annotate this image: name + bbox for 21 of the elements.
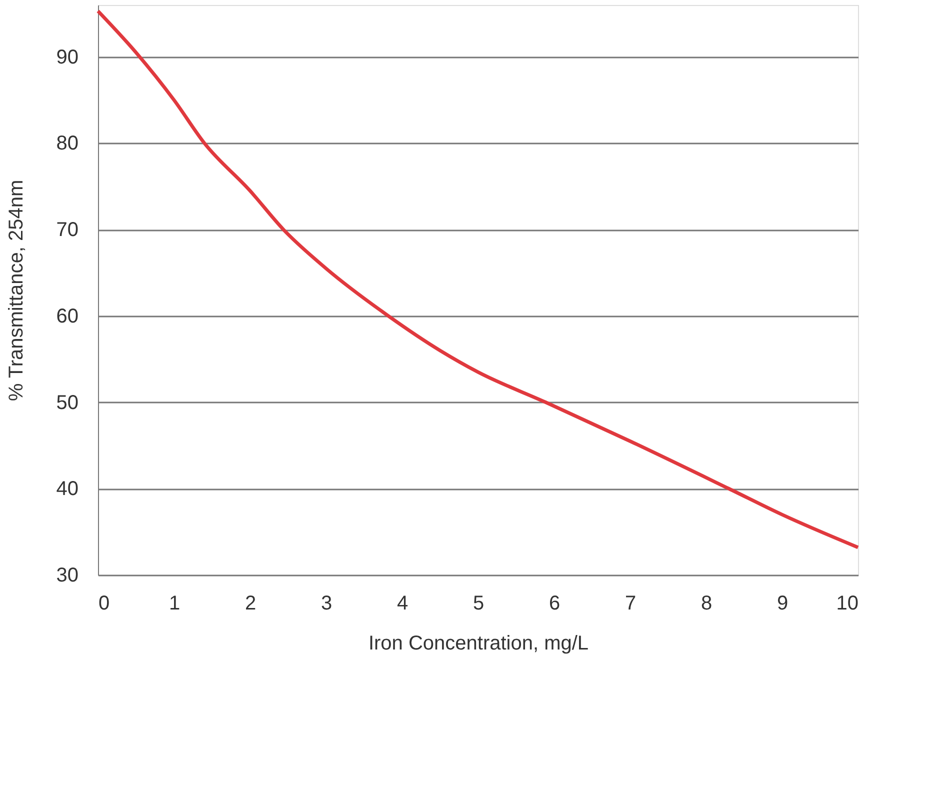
y-tick-label: 40 bbox=[56, 478, 78, 500]
x-tick-label: 3 bbox=[320, 592, 332, 614]
y-tick-label: 30 bbox=[56, 564, 78, 586]
x-tick-label: 9 bbox=[776, 592, 788, 614]
x-tick-label: 0 bbox=[98, 592, 110, 614]
x-axis-title: Iron Concentration, mg/L bbox=[368, 632, 589, 654]
x-tick-label: 6 bbox=[548, 592, 560, 614]
line-series bbox=[96, 9, 860, 550]
x-tick-label: 4 bbox=[396, 592, 408, 614]
y-tick-label: 80 bbox=[56, 132, 78, 155]
x-tick-label: 5 bbox=[472, 592, 484, 614]
x-tick-label: 8 bbox=[700, 592, 712, 614]
y-tick-label: 90 bbox=[56, 46, 78, 68]
y-tick-label: 60 bbox=[56, 305, 78, 328]
x-tick-label: 1 bbox=[168, 592, 180, 614]
y-tick-label: 50 bbox=[56, 392, 78, 414]
y-axis-title: % Transmittance, 254nm bbox=[5, 180, 28, 402]
y-tick-label: 70 bbox=[56, 219, 78, 242]
x-tick-label: 7 bbox=[624, 592, 636, 614]
x-tick-label: 2 bbox=[244, 592, 256, 614]
x-tick-label: 10 bbox=[836, 592, 858, 614]
